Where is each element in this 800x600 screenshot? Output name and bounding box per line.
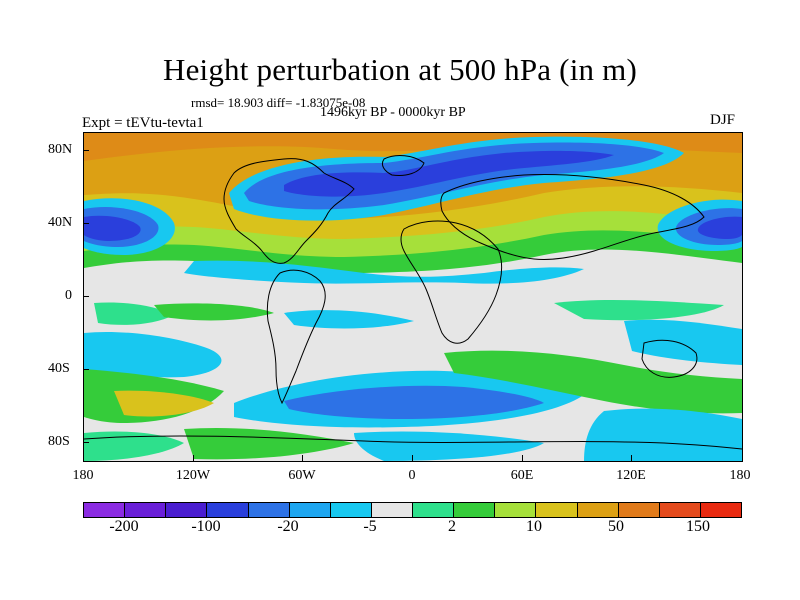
colorbar-swatch [413, 503, 455, 517]
lon-tick-mark [302, 455, 303, 461]
colorbar [83, 502, 742, 518]
tropical-lime-patch [154, 303, 274, 321]
tropical-green-patch-2 [284, 310, 414, 329]
west-pacific-low-deep [84, 215, 141, 241]
colorbar-swatch [166, 503, 208, 517]
lon-tick-mark [631, 455, 632, 461]
lon-tick-mark [193, 455, 194, 461]
lon-tick-label: 0 [408, 468, 416, 483]
colorbar-label: -200 [109, 518, 139, 535]
colorbar-swatch [536, 503, 578, 517]
sh-blue-band-west [84, 331, 222, 378]
lon-tick-label: 180 [72, 468, 94, 483]
sh-blue-east [584, 408, 742, 461]
lon-tick-label: 120E [616, 468, 646, 483]
north-atlantic-trough-deep [284, 150, 614, 197]
tropical-blue-band [184, 260, 584, 284]
colorbar-label: 10 [526, 518, 542, 535]
lat-tick-mark [83, 442, 89, 443]
sh-blue-bottom-west [84, 431, 184, 461]
experiment-label: Expt = tEVtu-tevta1 [82, 115, 204, 131]
lat-tick-mark [83, 296, 89, 297]
map-panel [83, 132, 743, 462]
tropical-green-patch-3 [554, 299, 724, 321]
lat-tick-label: 80N [48, 142, 73, 157]
sh-blue-south-atlantic-core [284, 385, 544, 419]
colorbar-swatch [700, 503, 741, 517]
lat-tick-label: 40N [48, 215, 73, 230]
antarctic-blue [354, 431, 544, 461]
sh-blue-indian [624, 319, 742, 365]
colorbar-label: -5 [363, 518, 377, 535]
colorbar-swatch [330, 503, 372, 517]
colorbar-swatch [454, 503, 496, 517]
season-label: DJF [710, 112, 736, 128]
colorbar-label: 150 [686, 518, 710, 535]
colorbar-swatch [577, 503, 619, 517]
lon-tick-mark [522, 455, 523, 461]
colorbar-swatch [371, 503, 413, 517]
lon-tick-label: 180 [729, 468, 751, 483]
tropical-green-patch-1 [94, 302, 174, 325]
colorbar-swatch [618, 503, 660, 517]
period-label: 1496kyr BP - 0000kyr BP [320, 105, 466, 120]
colorbar-swatch [659, 503, 701, 517]
colorbar-label: -100 [191, 518, 221, 535]
east-pacific-low-deep [697, 216, 742, 239]
coastlines [84, 155, 742, 450]
colorbar-label: 2 [448, 518, 456, 535]
colorbar-swatch [84, 503, 126, 517]
colorbar-label: -20 [277, 518, 299, 535]
sh-green-indian [444, 350, 742, 414]
plot-title: Height perturbation at 500 hPa (in m) [162, 52, 638, 87]
lat-tick-label: 0 [65, 288, 72, 303]
colorbar-label: 50 [608, 518, 624, 535]
lat-tick-mark [83, 223, 89, 224]
lat-tick-mark [83, 369, 89, 370]
colorbar-swatch [495, 503, 537, 517]
lon-tick-mark [412, 455, 413, 461]
lon-tick-label: 120W [175, 468, 211, 483]
colorbar-swatch [125, 503, 167, 517]
colorbar-swatch [248, 503, 290, 517]
sh-yellow-patch [114, 390, 214, 417]
stats-label: rmsd= 18.903 diff= -1.83075e-08 [191, 95, 366, 110]
lat-tick-label: 80S [48, 434, 70, 449]
lon-tick-label: 60W [288, 468, 316, 483]
lon-tick-label: 60E [510, 468, 534, 483]
colorbar-swatch [289, 503, 331, 517]
lat-tick-label: 40S [48, 361, 70, 376]
colorbar-swatch [207, 503, 249, 517]
lat-tick-mark [83, 150, 89, 151]
antarctic-green [184, 427, 354, 460]
height-perturbation-field [84, 133, 742, 461]
